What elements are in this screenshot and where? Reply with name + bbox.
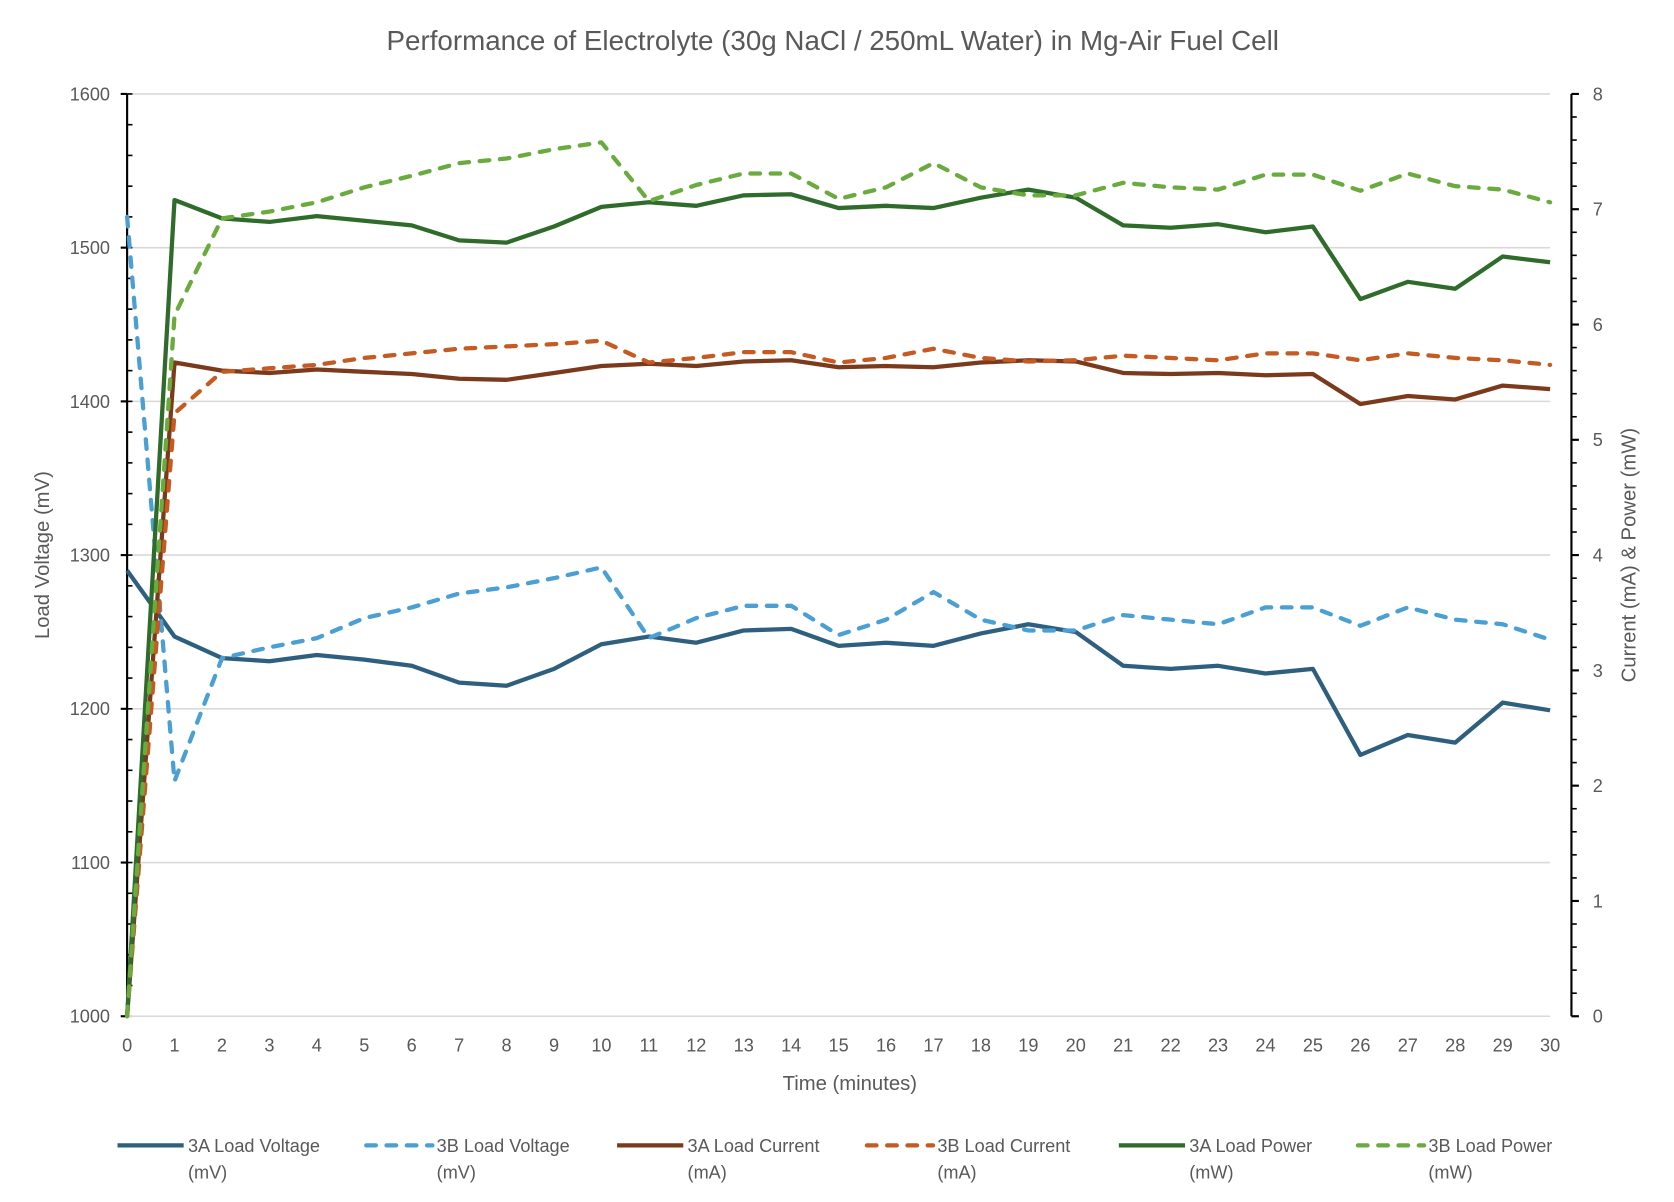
y-axis-label: Load Voltage (mV)	[32, 471, 54, 639]
y2-tick-label: 7	[1593, 200, 1603, 220]
x-tick-label: 20	[1066, 1035, 1086, 1055]
legend-label: 3B Load Voltage	[437, 1136, 570, 1156]
legend-label-unit: (mW)	[1428, 1163, 1472, 1183]
legend-label: 3A Load Voltage	[188, 1136, 320, 1156]
y2-tick-label: 0	[1593, 1007, 1603, 1027]
y-tick-label: 1100	[71, 853, 110, 873]
y2-axis-label: Current (mA) & Power (mW)	[1618, 428, 1640, 682]
legend-label: 3A Load Current	[688, 1136, 820, 1156]
chart-title: Performance of Electrolyte (30g NaCl / 2…	[387, 25, 1279, 56]
legend-label-unit: (mA)	[937, 1163, 976, 1183]
y-tick-label: 1200	[70, 699, 110, 719]
legend: 3A Load Voltage (mV) 3B Load Voltage (mV) 3A…	[117, 1136, 1552, 1183]
x-tick-label: 5	[359, 1035, 369, 1055]
x-tick-label: 9	[549, 1035, 559, 1055]
x-tick-label: 4	[312, 1035, 322, 1055]
x-tick-label: 17	[923, 1035, 943, 1055]
y-tick-label: 1300	[70, 546, 110, 566]
x-tick-label: 3	[264, 1035, 274, 1055]
legend-label: 3A Load Power	[1189, 1136, 1312, 1156]
y2-tick-label: 2	[1593, 776, 1603, 796]
legend-label-unit: (mV)	[188, 1163, 227, 1183]
series-line-3b-load-current-ma-	[124, 338, 1553, 1019]
legend-label: 3B Load Power	[1428, 1136, 1552, 1156]
series-line-3b-load-power-mw-	[124, 140, 1553, 1019]
x-tick-label: 21	[1113, 1035, 1133, 1055]
x-tick-label: 15	[829, 1035, 849, 1055]
x-tick-label: 29	[1493, 1035, 1513, 1055]
y2-tick-label: 8	[1593, 84, 1603, 104]
y2-tick-label: 3	[1593, 661, 1603, 681]
y2-tick-label: 5	[1593, 430, 1603, 450]
x-tick-label: 8	[502, 1035, 512, 1055]
x-tick-label: 14	[781, 1035, 801, 1055]
series-line-3a-load-voltage-mv-	[125, 569, 1551, 758]
y-tick-label: 1600	[70, 84, 110, 104]
x-tick-label: 2	[217, 1035, 227, 1055]
series-line-3a-load-power-mw-	[124, 187, 1551, 1017]
y2-tick-label: 1	[1593, 891, 1603, 911]
x-tick-label: 25	[1303, 1035, 1323, 1055]
x-axis-label: Time (minutes)	[783, 1073, 917, 1095]
y2-tick-label: 6	[1593, 315, 1603, 335]
x-tick-label: 12	[686, 1035, 706, 1055]
x-tick-label: 0	[122, 1035, 132, 1055]
x-tick-label: 28	[1445, 1035, 1465, 1055]
series-lines	[124, 140, 1553, 1019]
x-tick-label: 10	[591, 1035, 611, 1055]
x-tick-label: 24	[1255, 1035, 1275, 1055]
x-tick-label: 23	[1208, 1035, 1228, 1055]
y-tick-label: 1500	[70, 238, 110, 258]
x-tick-label: 11	[639, 1035, 658, 1055]
x-tick-label: 6	[407, 1035, 417, 1055]
y2-tick-label: 4	[1593, 546, 1603, 566]
x-tick-label: 26	[1350, 1035, 1370, 1055]
x-tick-label: 7	[454, 1035, 464, 1055]
y-tick-label: 1400	[70, 392, 110, 412]
x-tick-label: 13	[734, 1035, 754, 1055]
gridlines	[127, 93, 1551, 864]
x-tick-label: 30	[1540, 1035, 1560, 1055]
x-tick-label: 16	[876, 1035, 896, 1055]
series-line-3b-load-voltage-mv-	[124, 214, 1553, 784]
x-tick-label: 22	[1161, 1035, 1181, 1055]
x-tick-label: 27	[1398, 1035, 1418, 1055]
x-tick-label: 1	[170, 1035, 180, 1055]
legend-label-unit: (mA)	[688, 1163, 727, 1183]
x-tick-label: 19	[1018, 1035, 1038, 1055]
legend-label-unit: (mW)	[1189, 1163, 1233, 1183]
y-tick-label: 1000	[70, 1007, 110, 1027]
legend-label: 3B Load Current	[937, 1136, 1070, 1156]
x-tick-label: 18	[971, 1035, 991, 1055]
series-line-3a-load-current-ma-	[124, 358, 1551, 1017]
legend-label-unit: (mV)	[437, 1163, 476, 1183]
